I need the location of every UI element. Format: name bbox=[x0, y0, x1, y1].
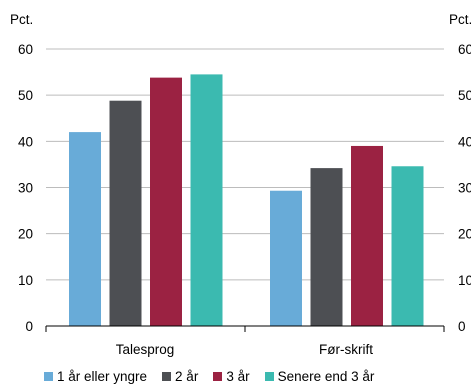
y-axis-left-unit-label: Pct. bbox=[10, 12, 33, 27]
bar bbox=[109, 100, 142, 326]
y-axis-right-unit-label: Pct. bbox=[449, 12, 471, 27]
bar bbox=[391, 166, 424, 326]
y-tick-label-left: 40 bbox=[18, 134, 33, 149]
bar bbox=[190, 74, 223, 327]
bar bbox=[351, 145, 383, 326]
legend-swatch bbox=[44, 371, 53, 381]
bar bbox=[270, 190, 302, 326]
y-tick-label-right: 60 bbox=[458, 42, 471, 57]
legend-item: Senere end 3 år bbox=[264, 368, 375, 384]
legend-label: 2 år bbox=[175, 368, 199, 384]
legend-item: 2 år bbox=[162, 369, 198, 384]
y-axis-left-ticks: 0 10 20 30 40 50 60 bbox=[18, 42, 33, 334]
bar bbox=[150, 77, 182, 326]
bar-series bbox=[69, 74, 424, 327]
x-tick-label: Talesprog bbox=[116, 342, 175, 357]
legend-item: 1 år eller yngre bbox=[44, 369, 147, 384]
y-tick-label-left: 10 bbox=[18, 273, 33, 288]
legend-label: Senere end 3 år bbox=[277, 368, 375, 384]
legend-item: 3 år bbox=[213, 368, 250, 384]
legend-swatch bbox=[264, 371, 274, 381]
y-tick-label-right: 20 bbox=[458, 227, 471, 242]
y-tick-label-right: 50 bbox=[458, 88, 471, 103]
x-tick-label: Før-skrift bbox=[319, 342, 373, 357]
y-tick-label-left: 60 bbox=[18, 42, 33, 57]
legend-swatch bbox=[213, 371, 223, 381]
x-axis: Talesprog Før-skrift bbox=[45, 325, 445, 357]
y-axis-right-ticks: 0 10 20 30 40 50 60 bbox=[458, 42, 471, 334]
y-tick-label-right: 10 bbox=[458, 273, 471, 288]
y-tick-label-right: 0 bbox=[458, 319, 466, 334]
legend-swatch bbox=[162, 371, 172, 381]
y-tick-label-left: 50 bbox=[18, 88, 33, 103]
chart-legend: 1 år eller yngre 2 år 3 år Senere end 3 år bbox=[44, 368, 471, 384]
gridlines bbox=[46, 48, 444, 281]
y-tick-label-right: 30 bbox=[458, 181, 471, 196]
bar bbox=[69, 132, 101, 326]
y-tick-label-left: 0 bbox=[25, 319, 33, 334]
y-tick-label-left: 20 bbox=[18, 227, 33, 242]
bar bbox=[310, 168, 343, 326]
y-tick-label-left: 30 bbox=[18, 181, 33, 196]
legend-label: 1 år eller yngre bbox=[57, 368, 148, 384]
legend-label: 3 år bbox=[226, 368, 250, 384]
y-tick-label-right: 40 bbox=[458, 134, 471, 149]
